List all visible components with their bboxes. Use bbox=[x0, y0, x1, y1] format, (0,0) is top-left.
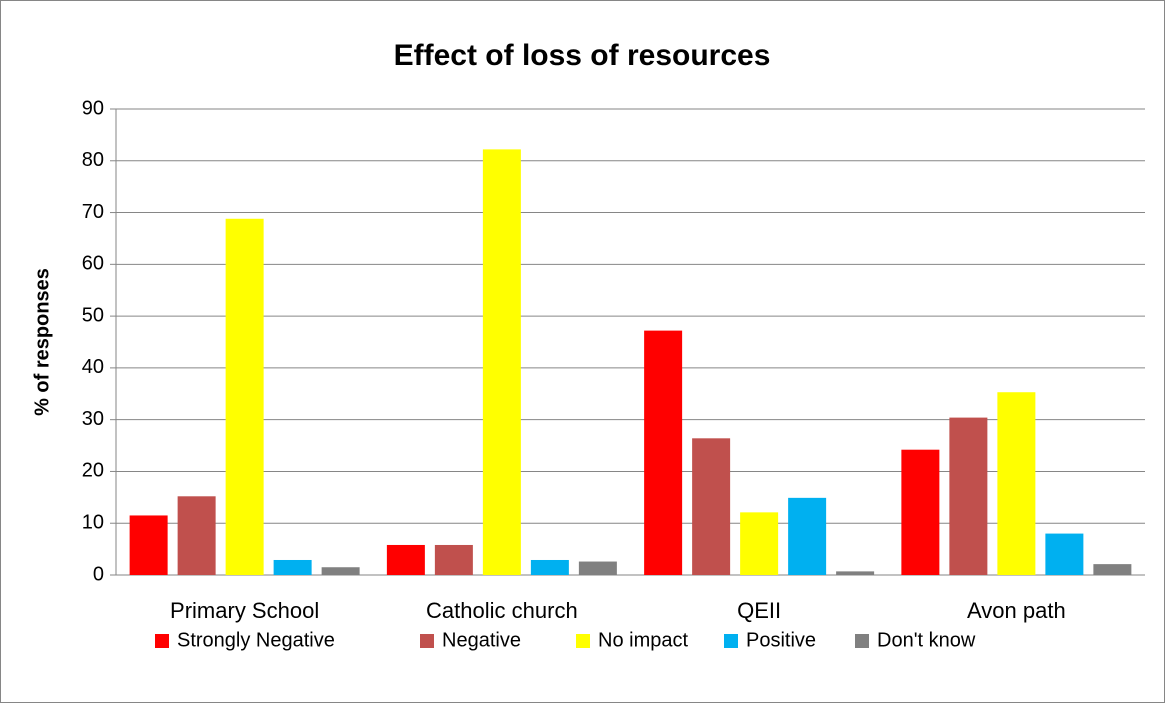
bar bbox=[177, 496, 216, 575]
y-axis-label: % of responses bbox=[31, 268, 53, 416]
legend-label: Strongly Negative bbox=[177, 629, 335, 651]
bar bbox=[1045, 533, 1084, 575]
bar bbox=[692, 438, 731, 575]
bar bbox=[644, 330, 683, 575]
y-tick-label: 20 bbox=[82, 460, 104, 482]
legend-label: No impact bbox=[598, 629, 688, 651]
bar bbox=[949, 417, 988, 575]
y-tick-label: 70 bbox=[82, 201, 104, 223]
bar bbox=[578, 561, 617, 575]
y-tick-label: 30 bbox=[82, 408, 104, 430]
bar bbox=[740, 512, 779, 575]
y-tick-label: 10 bbox=[82, 512, 104, 534]
x-tick-label: Avon path bbox=[967, 598, 1066, 623]
legend-swatch bbox=[855, 634, 869, 648]
x-tick-label: Catholic church bbox=[426, 598, 578, 623]
bar bbox=[225, 218, 264, 575]
bar bbox=[901, 449, 940, 575]
y-tick-label: 60 bbox=[82, 253, 104, 275]
y-tick-label: 80 bbox=[82, 149, 104, 171]
bar bbox=[836, 571, 875, 575]
legend-swatch bbox=[155, 634, 169, 648]
bar bbox=[788, 497, 827, 575]
x-tick-label: Primary School bbox=[170, 598, 319, 623]
bar bbox=[1093, 564, 1132, 575]
bar bbox=[129, 515, 168, 575]
y-tick-label: 40 bbox=[82, 356, 104, 378]
legend-swatch bbox=[420, 634, 434, 648]
bar bbox=[997, 392, 1036, 575]
bar bbox=[273, 559, 312, 575]
y-tick-label: 50 bbox=[82, 304, 104, 326]
y-tick-label: 0 bbox=[93, 563, 104, 585]
bar bbox=[321, 567, 360, 575]
bar bbox=[434, 544, 473, 575]
legend-label: Positive bbox=[746, 629, 816, 651]
x-tick-label: QEII bbox=[737, 598, 781, 623]
bar bbox=[530, 559, 569, 575]
y-tick-label: 90 bbox=[82, 97, 104, 119]
legend-label: Don't know bbox=[877, 629, 976, 651]
bar bbox=[386, 544, 425, 575]
legend-swatch bbox=[576, 634, 590, 648]
bar bbox=[482, 149, 521, 576]
legend-label: Negative bbox=[442, 629, 521, 651]
legend-swatch bbox=[724, 634, 738, 648]
chart-title: Effect of loss of resources bbox=[394, 39, 771, 72]
